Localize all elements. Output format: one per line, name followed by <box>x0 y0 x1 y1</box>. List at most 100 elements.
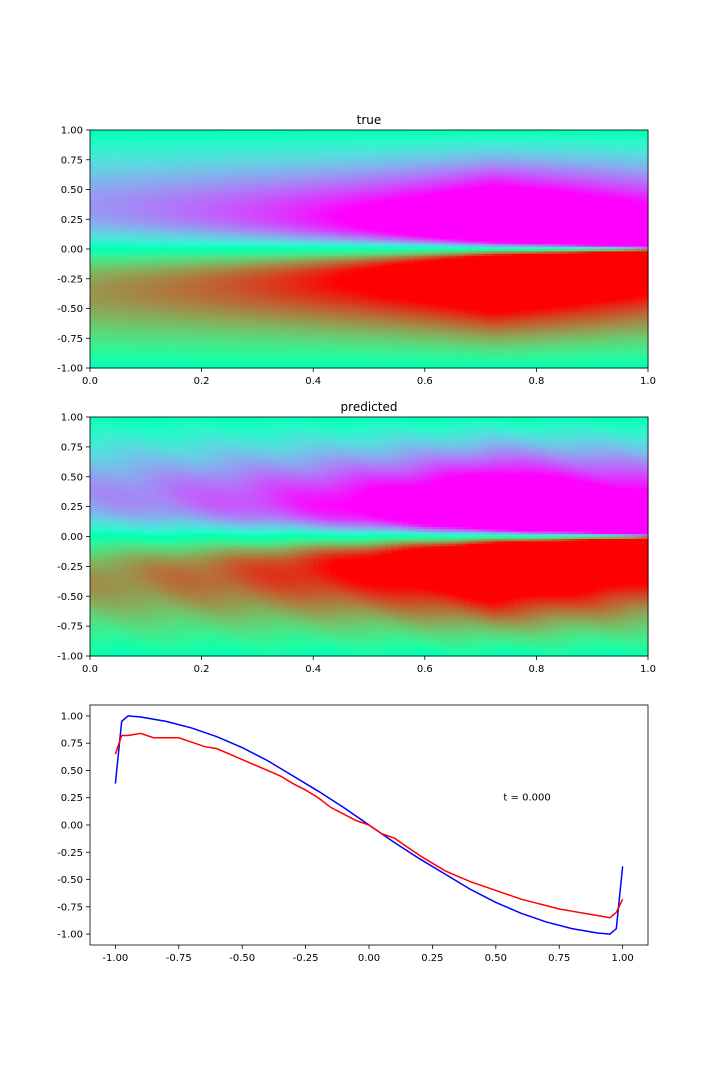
heatmap-cell <box>156 298 164 302</box>
heatmap-cell <box>156 332 164 336</box>
heatmap-cell <box>318 239 325 243</box>
heatmap-cell <box>140 339 147 343</box>
heatmap-cell <box>290 222 298 226</box>
heatmap-cell <box>112 177 119 181</box>
heatmap-cell <box>179 168 186 172</box>
heatmap-cell <box>95 320 102 324</box>
heatmap-cell <box>307 206 314 210</box>
heatmap-cell <box>246 346 253 350</box>
heatmap-cell <box>324 253 331 257</box>
heatmap-cell <box>173 249 180 252</box>
heatmap-cell <box>145 172 152 176</box>
heatmap-cell <box>285 241 292 245</box>
heatmap-cell <box>184 275 192 279</box>
heatmap-cell <box>240 206 247 210</box>
heatmap-cell <box>190 353 197 357</box>
heatmap-cell <box>262 318 270 321</box>
heatmap-cell <box>90 275 97 279</box>
heatmap-cell <box>90 175 97 179</box>
heatmap-cell <box>307 244 314 248</box>
heatmap-cell <box>229 237 236 241</box>
heatmap-cell <box>212 325 219 329</box>
heatmap-cell <box>196 196 203 200</box>
heatmap-cell <box>184 284 192 288</box>
heatmap-cell <box>156 210 164 214</box>
heatmap-cell <box>246 191 253 195</box>
heatmap-cell <box>179 270 186 274</box>
heatmap-cell <box>145 134 152 138</box>
heatmap-cell <box>162 268 169 272</box>
heatmap-cell <box>196 287 203 291</box>
heatmap-cell <box>223 265 231 269</box>
heatmap-cell <box>90 279 97 283</box>
heatmap-cell <box>173 165 180 169</box>
heatmap-cell <box>179 346 186 350</box>
heatmap-cell <box>212 363 219 367</box>
heatmap-cell <box>207 327 214 331</box>
heatmap-cell <box>184 277 192 281</box>
heatmap-cell <box>168 184 175 188</box>
heatmap-cell <box>324 130 331 133</box>
heatmap-cell <box>201 170 208 174</box>
heatmap-cell <box>268 175 275 179</box>
heatmap-cell <box>95 363 102 367</box>
heatmap-cell <box>246 182 253 186</box>
heatmap-cell <box>296 203 303 207</box>
heatmap-cell <box>240 263 247 267</box>
heatmap-cell <box>307 187 314 191</box>
heatmap-cell <box>212 165 219 169</box>
heatmap-cell <box>268 348 275 352</box>
heatmap-cell <box>324 191 331 195</box>
heatmap-cell <box>268 134 275 138</box>
heatmap-cell <box>112 332 119 336</box>
heatmap-cell <box>129 363 136 367</box>
heatmap-cell <box>235 315 242 319</box>
heatmap-cell <box>134 298 141 302</box>
heatmap-cell <box>145 203 152 207</box>
heatmap-cell <box>262 170 270 174</box>
heatmap-cell <box>184 179 192 183</box>
heatmap-cell <box>290 151 298 155</box>
heatmap-cell <box>251 177 258 181</box>
heatmap-cell <box>235 158 242 162</box>
heatmap-cell <box>223 187 231 191</box>
heatmap-cell <box>117 241 125 245</box>
heatmap-cell <box>184 306 192 310</box>
heatmap-cell <box>262 306 270 310</box>
heatmap-cell <box>324 175 331 179</box>
heatmap-cell <box>235 365 242 369</box>
heatmap-cell <box>106 201 113 205</box>
heatmap-cell <box>324 232 331 236</box>
heatmap-cell <box>246 356 253 360</box>
heatmap-cell <box>268 196 275 200</box>
heatmap-cell <box>307 279 314 283</box>
heatmap-cell <box>196 187 203 191</box>
heatmap-cell <box>196 241 203 245</box>
heatmap-cell <box>156 218 164 222</box>
heatmap-cell <box>134 246 141 250</box>
heatmap-cell <box>151 191 158 195</box>
heatmap-cell <box>290 315 298 319</box>
heatmap-cell <box>223 149 231 153</box>
heatmap-cell <box>112 210 119 214</box>
heatmap-cell <box>207 163 214 167</box>
heatmap-cell <box>95 263 102 267</box>
heatmap-cell <box>140 358 147 362</box>
heatmap-cell <box>95 196 102 200</box>
heatmap-cell <box>184 160 192 164</box>
heatmap-cell <box>302 341 309 345</box>
heatmap-cell <box>156 203 164 207</box>
heatmap-cell <box>129 146 136 150</box>
heatmap-cell <box>302 182 309 186</box>
heatmap-cell <box>207 258 214 262</box>
heatmap-cell <box>307 301 314 305</box>
heatmap-cell <box>296 137 303 141</box>
heatmap-cell <box>129 272 136 276</box>
heatmap-cell <box>324 146 331 150</box>
heatmap-cell <box>251 358 258 362</box>
heatmap-cell <box>313 134 320 138</box>
heatmap-cell <box>235 134 242 138</box>
heatmap-cell <box>123 337 130 341</box>
heatmap-cell <box>173 151 180 155</box>
heatmap-cell <box>145 272 152 276</box>
